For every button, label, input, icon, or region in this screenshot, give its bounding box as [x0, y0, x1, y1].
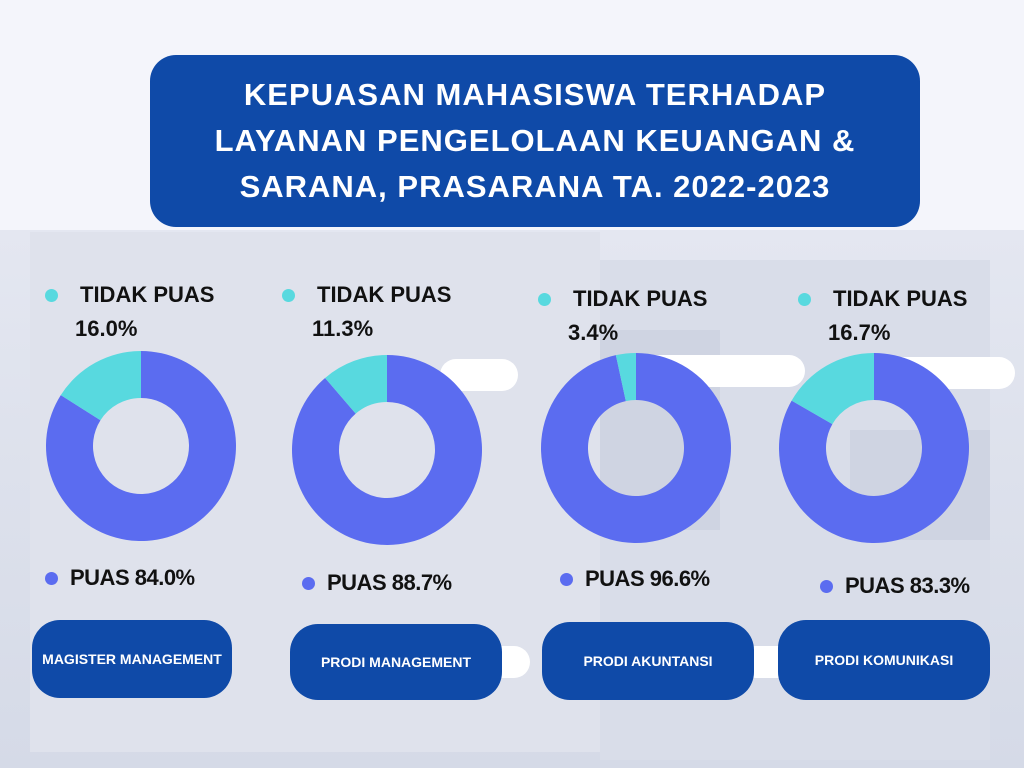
program-label-magister-management: MAGISTER MANAGEMENT: [32, 620, 232, 698]
tidak-puas-label: TIDAK PUAS: [80, 282, 215, 307]
tidak-puas-percent: 3.4%: [568, 320, 619, 345]
tidak-puas-dot: [798, 292, 811, 306]
puas-slice: [292, 355, 482, 545]
tidak-puas-label: TIDAK PUAS: [573, 286, 708, 311]
puas-slice: [779, 353, 969, 543]
legend-puas: PUAS 88.7%: [302, 570, 452, 596]
tidak-puas-dot: [538, 292, 551, 306]
donut-chart-prodi-akuntansi: [541, 353, 731, 543]
tidak-puas-percent: 16.0%: [75, 316, 138, 341]
puas-dot: [820, 579, 833, 593]
donut-chart-prodi-management: [292, 355, 482, 545]
puas-slice: [45, 351, 236, 541]
legend-puas: PUAS 96.6%: [560, 566, 710, 592]
program-label-prodi-akuntansi: PRODI AKUNTANSI: [542, 622, 754, 700]
legend-puas: PUAS 84.0%: [45, 565, 195, 591]
title-line-1: KEPUASAN MAHASISWA TERHADAP: [243, 77, 827, 112]
puas-label: PUAS 88.7%: [327, 570, 452, 595]
puas-label: PUAS 84.0%: [70, 565, 195, 590]
legend-puas: PUAS 83.3%: [820, 573, 970, 599]
title-line-3: SARANA, PRASARANA TA. 2022-2023: [239, 169, 831, 204]
legend-tidak-puas: TIDAK PUAS 16.0%: [45, 282, 245, 342]
puas-label: PUAS 96.6%: [585, 566, 710, 591]
tidak-puas-dot: [45, 288, 58, 302]
tidak-puas-percent: 11.3%: [312, 316, 374, 341]
tidak-puas-slice: [615, 353, 636, 402]
title-box: KEPUASAN MAHASISWA TERHADAP LAYANAN PENG…: [150, 55, 920, 227]
puas-dot: [302, 576, 315, 590]
tidak-puas-slice: [325, 355, 387, 414]
tidak-puas-dot: [282, 288, 295, 302]
puas-dot: [560, 572, 573, 586]
puas-slice: [541, 353, 731, 543]
donut-chart-magister-management: [45, 351, 236, 541]
tidak-puas-slice: [791, 353, 874, 425]
puas-dot: [45, 571, 58, 585]
legend-tidak-puas: TIDAK PUAS 3.4%: [538, 286, 738, 346]
legend-tidak-puas: TIDAK PUAS 11.3%: [282, 282, 482, 342]
program-label-prodi-komunikasi: PRODI KOMUNIKASI: [778, 620, 990, 700]
tidak-puas-slice: [60, 351, 141, 421]
tidak-puas-label: TIDAK PUAS: [833, 286, 968, 311]
puas-label: PUAS 83.3%: [845, 573, 970, 598]
program-label-prodi-management: PRODI MANAGEMENT: [290, 624, 502, 700]
donut-chart-prodi-komunikasi: [779, 353, 969, 543]
tidak-puas-label: TIDAK PUAS: [317, 282, 452, 307]
legend-tidak-puas: TIDAK PUAS 16.7%: [798, 286, 998, 346]
title-line-2: LAYANAN PENGELOLAAN KEUANGAN &: [214, 123, 856, 158]
tidak-puas-percent: 16.7%: [828, 320, 891, 345]
